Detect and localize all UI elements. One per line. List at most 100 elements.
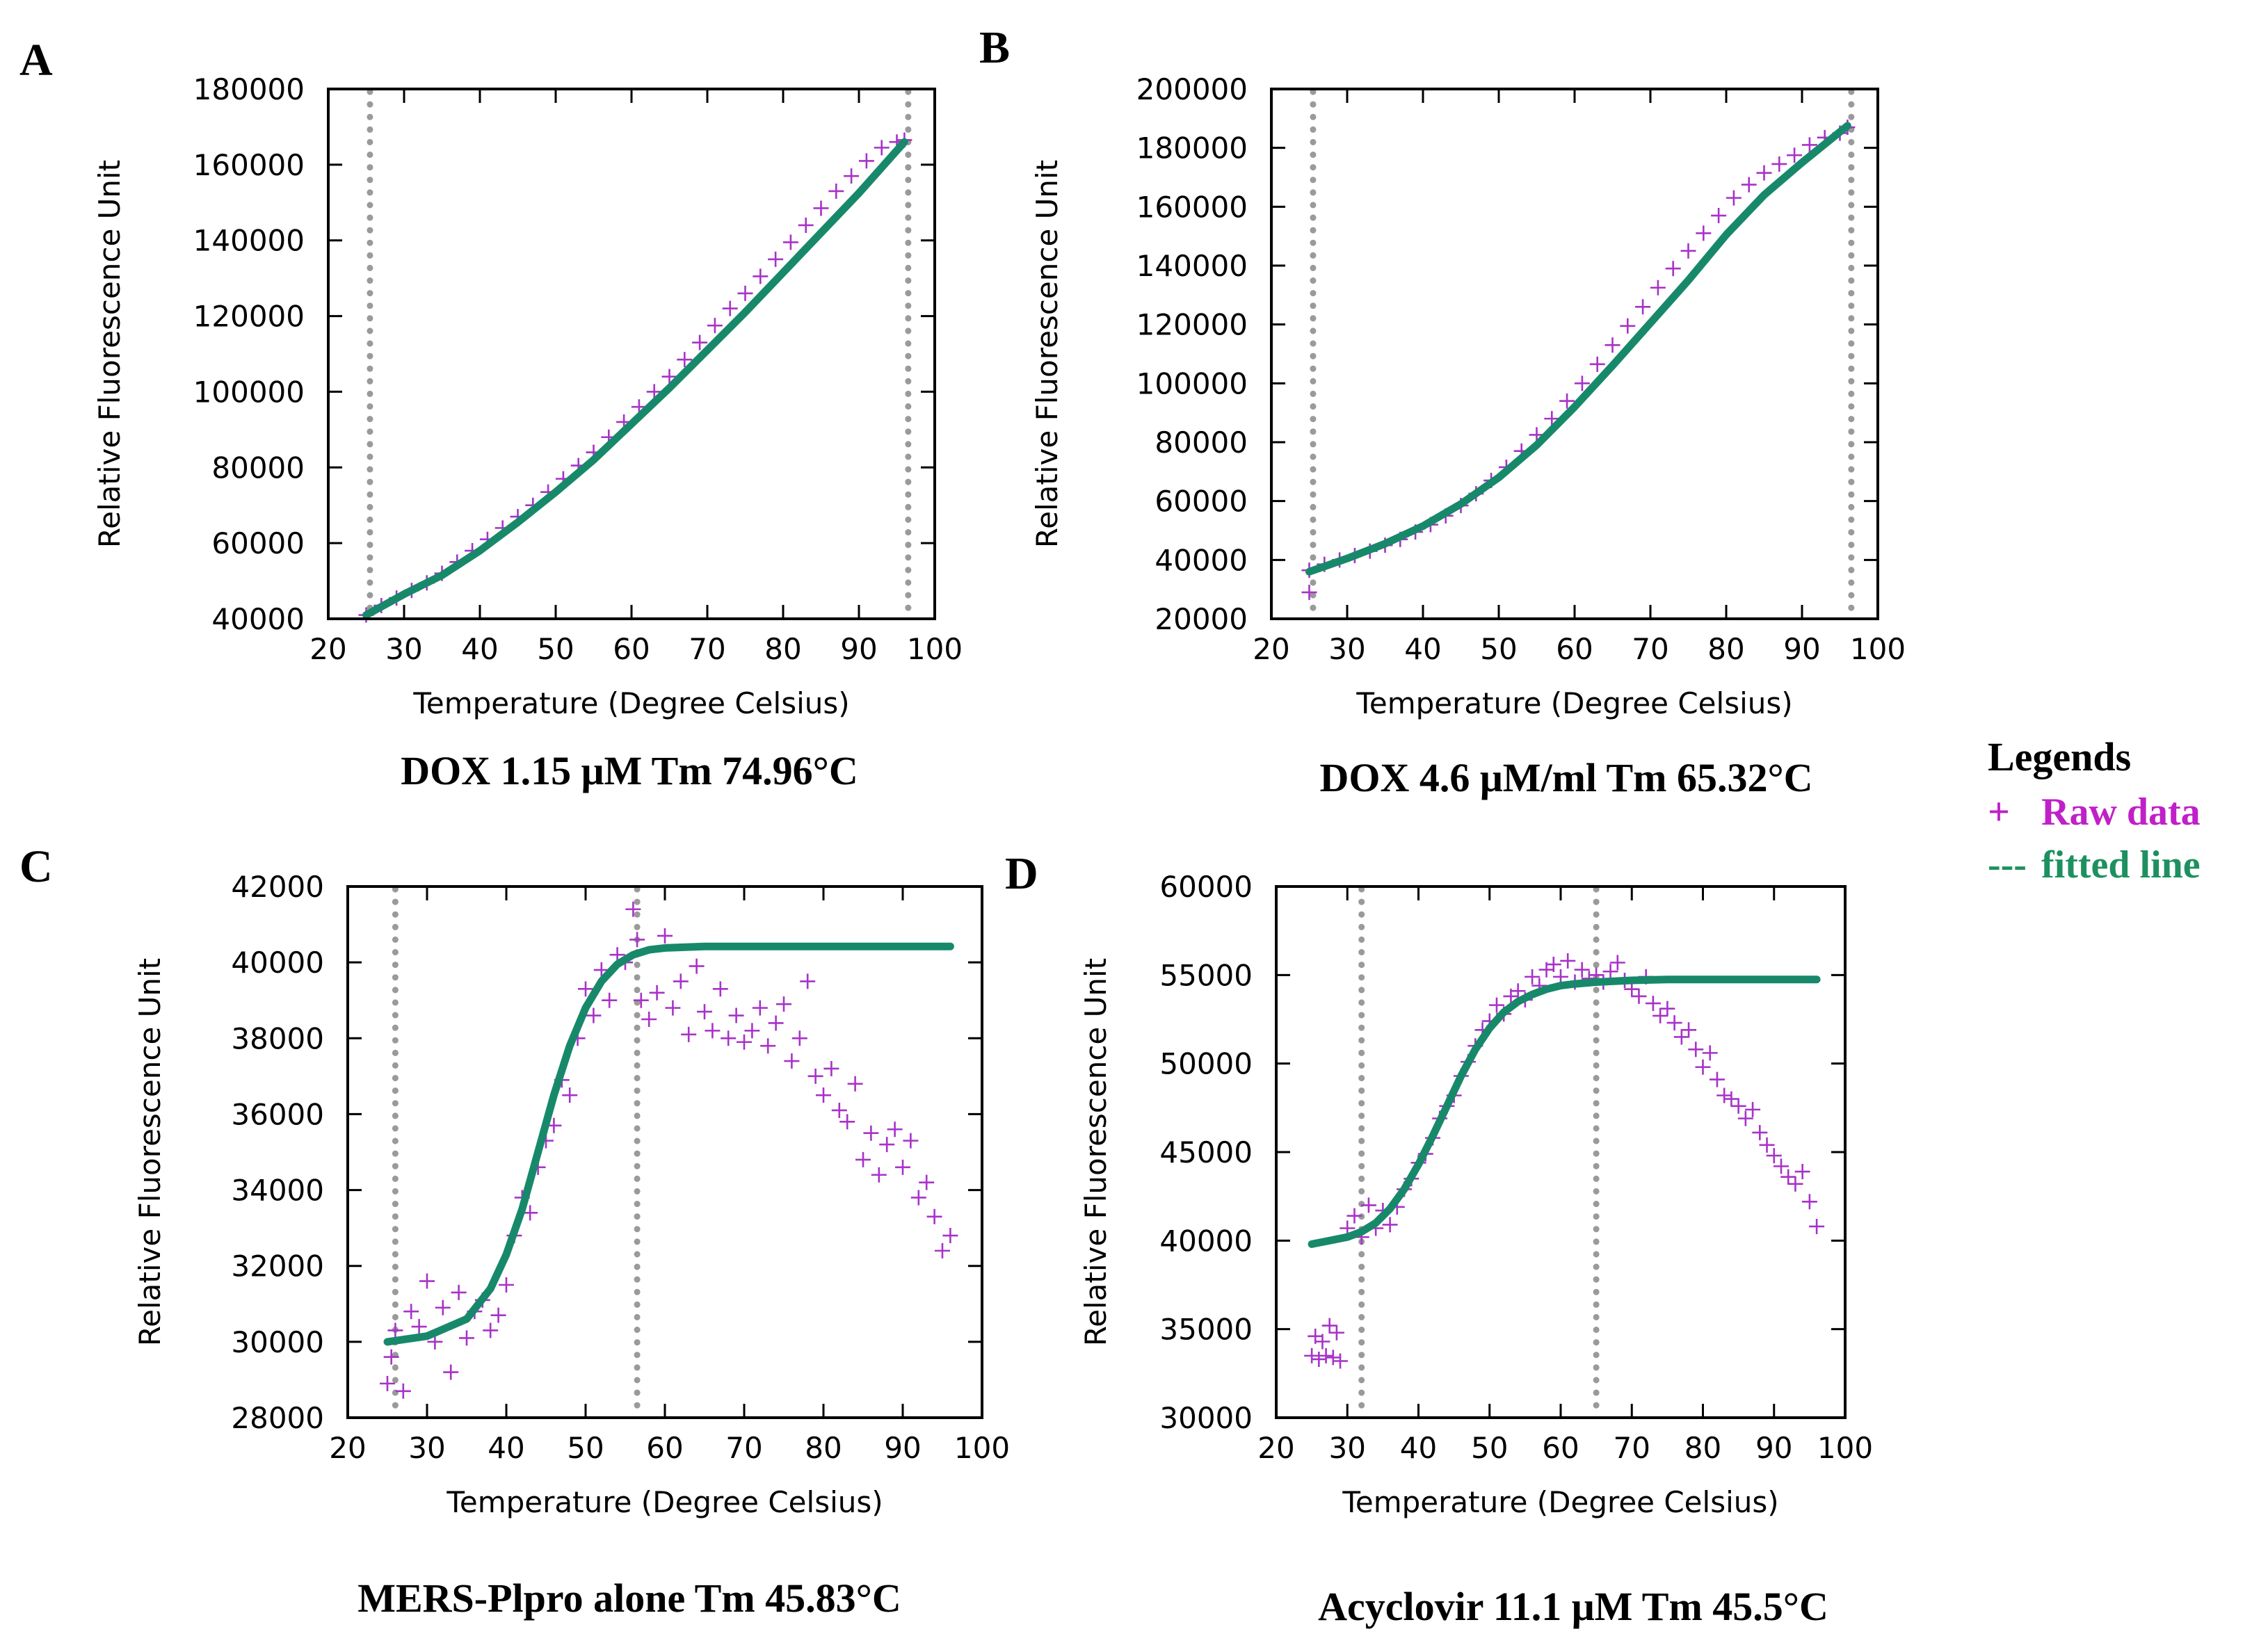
raw-data-point (1711, 208, 1727, 224)
x-tick-label: 100 (1817, 1431, 1873, 1465)
raw-data-point (782, 234, 798, 250)
raw-data-point (490, 1307, 506, 1323)
raw-data-point (776, 996, 791, 1012)
y-tick-label: 36000 (231, 1097, 324, 1131)
raw-data-point (1304, 1347, 1320, 1363)
x-axis-title: Temperature (Degree Celsius) (1356, 686, 1792, 720)
raw-data-point (593, 962, 609, 978)
raw-data-point (1737, 1110, 1753, 1126)
raw-data-point (1325, 1350, 1341, 1366)
raw-data-point (629, 932, 645, 948)
raw-data-point (903, 1133, 919, 1149)
raw-data-point (831, 1102, 847, 1118)
raw-data-point (499, 1277, 514, 1293)
raw-data-point (721, 1030, 737, 1046)
y-tick-label: 180000 (1136, 131, 1248, 165)
raw-data-point (387, 1322, 403, 1338)
y-tick-label: 60000 (211, 526, 305, 560)
y-tick-label: 38000 (231, 1021, 324, 1055)
y-tick-label: 180000 (193, 72, 305, 106)
raw-data-point (1631, 988, 1647, 1004)
raw-data-point (753, 268, 769, 284)
panel-caption: MERS-Plpro alone Tm 45.83°C (357, 1576, 901, 1621)
raw-data-point (689, 958, 705, 974)
raw-data-point (1726, 190, 1742, 206)
raw-data-point (1787, 1176, 1803, 1192)
raw-data-point (768, 1015, 784, 1031)
y-tick-label: 120000 (193, 300, 305, 334)
x-tick-label: 90 (884, 1431, 921, 1465)
legend-title: Legends (1988, 734, 2131, 779)
raw-data-point (791, 1030, 807, 1046)
raw-data-point (649, 985, 665, 1001)
raw-data-point (1680, 243, 1696, 259)
x-tick-label: 70 (725, 1431, 762, 1465)
raw-data-point (435, 1299, 451, 1315)
y-tick-label: 40000 (211, 602, 305, 636)
fitted-line (1305, 122, 1851, 576)
raw-data-point (459, 1330, 474, 1346)
raw-data-point (707, 318, 723, 334)
raw-data-point (1382, 1217, 1398, 1233)
legend-fit-label: fitted line (2041, 843, 2201, 886)
raw-data-point (1745, 1101, 1761, 1117)
raw-data-point (1360, 1197, 1376, 1213)
raw-data-point (1695, 1059, 1711, 1075)
x-tick-label: 30 (408, 1431, 445, 1465)
y-tick-label: 40000 (1155, 543, 1248, 577)
y-tick-label: 140000 (1136, 249, 1248, 283)
x-axis-title: Temperature (Degree Celsius) (446, 1485, 883, 1519)
raw-data-point (1741, 177, 1757, 193)
raw-data-point (1589, 356, 1605, 372)
raw-data-point (1773, 1158, 1789, 1174)
raw-data-point (697, 1004, 712, 1020)
panel-letter: C (19, 841, 53, 892)
x-tick-label: 20 (1257, 1431, 1294, 1465)
raw-data-point (578, 981, 593, 997)
raw-data-point (1602, 964, 1618, 980)
legend-fit-marker: --- (1988, 843, 2027, 886)
raw-data-point (646, 384, 662, 400)
raw-data-point (383, 1349, 399, 1365)
fitted-line (362, 138, 908, 620)
raw-data-point (887, 1121, 903, 1137)
x-tick-label: 90 (1783, 632, 1820, 666)
raw-data-point (895, 1159, 910, 1175)
raw-data-point (403, 1304, 419, 1320)
raw-data-point (1510, 983, 1526, 999)
y-tick-label: 120000 (1136, 308, 1248, 342)
raw-data-point (1346, 1208, 1362, 1224)
x-tick-label: 90 (1755, 1431, 1792, 1465)
raw-data-point (1673, 1029, 1689, 1045)
raw-data-point (722, 300, 738, 316)
raw-data-point (1688, 1042, 1704, 1058)
raw-data-point (800, 973, 816, 989)
legend-raw-label: Raw data (2041, 791, 2201, 834)
raw-data-point (1604, 337, 1620, 353)
raw-data-point (823, 1060, 839, 1076)
raw-data-point (1544, 411, 1560, 427)
x-tick-label: 60 (613, 632, 650, 666)
raw-data-point (712, 981, 728, 997)
raw-data-point (1665, 261, 1681, 277)
x-tick-label: 100 (1850, 632, 1906, 666)
raw-data-point (760, 1038, 776, 1054)
raw-data-point (1730, 1098, 1746, 1114)
raw-data-point (1702, 1045, 1718, 1061)
y-axis-title: Relative Fluorescence Unit (93, 160, 127, 548)
raw-data-point (681, 1026, 697, 1042)
y-tick-label: 50000 (1159, 1047, 1253, 1081)
raw-data-point (586, 1007, 602, 1023)
raw-data-point (451, 1284, 467, 1300)
raw-data-point (1659, 1001, 1675, 1017)
raw-data-point (380, 1375, 395, 1391)
panel-caption: DOX 1.15 μM Tm 74.96°C (401, 748, 858, 793)
y-tick-label: 140000 (193, 224, 305, 258)
x-tick-label: 70 (1632, 632, 1668, 666)
x-tick-label: 50 (1480, 632, 1517, 666)
panel-c: C 20 30 40 50 60 70 80 90 100 28000 30000 32000 34000… (19, 841, 1010, 1621)
raw-data-point (1488, 997, 1504, 1013)
x-tick-label: 30 (1329, 1431, 1366, 1465)
raw-data-point (744, 1023, 760, 1039)
